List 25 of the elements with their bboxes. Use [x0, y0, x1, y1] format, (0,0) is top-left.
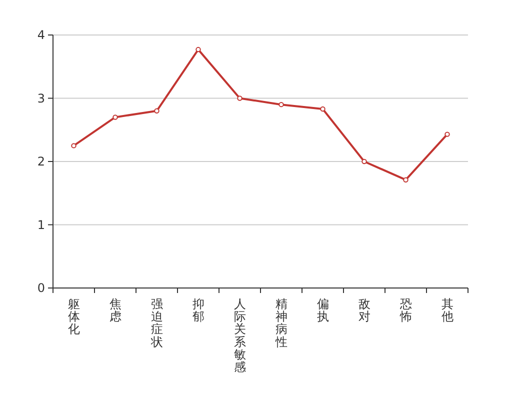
x-tick-label: 焦虑 [109, 297, 122, 324]
x-tick-label: 强迫症状 [150, 297, 163, 349]
point [444, 132, 450, 137]
point [112, 114, 118, 120]
point [278, 102, 284, 108]
x-tick-label: 偏执 [316, 297, 329, 324]
y-tick-label: 1 [37, 218, 45, 232]
point [154, 108, 160, 114]
x-tick-label: 恐怖 [398, 297, 412, 324]
y-tick-label: 2 [37, 154, 45, 169]
x-tick-label: 精神病性 [274, 297, 288, 349]
x-tick-label: 抑郁 [192, 297, 204, 324]
point [196, 46, 201, 52]
x-tick-label: 敌对 [358, 297, 370, 324]
x-tick-label: 其他 [441, 297, 454, 324]
point [71, 143, 76, 148]
point [403, 177, 408, 182]
point [362, 158, 367, 164]
point [320, 106, 326, 112]
x-tick-label: 人际关系敏感 [234, 297, 246, 374]
y-tick-label: 0 [37, 281, 45, 296]
y-tick-label: 4 [37, 28, 45, 42]
point [237, 96, 242, 101]
y-tick-label: 3 [37, 91, 45, 106]
x-tick-label: 躯体化 [68, 297, 80, 336]
